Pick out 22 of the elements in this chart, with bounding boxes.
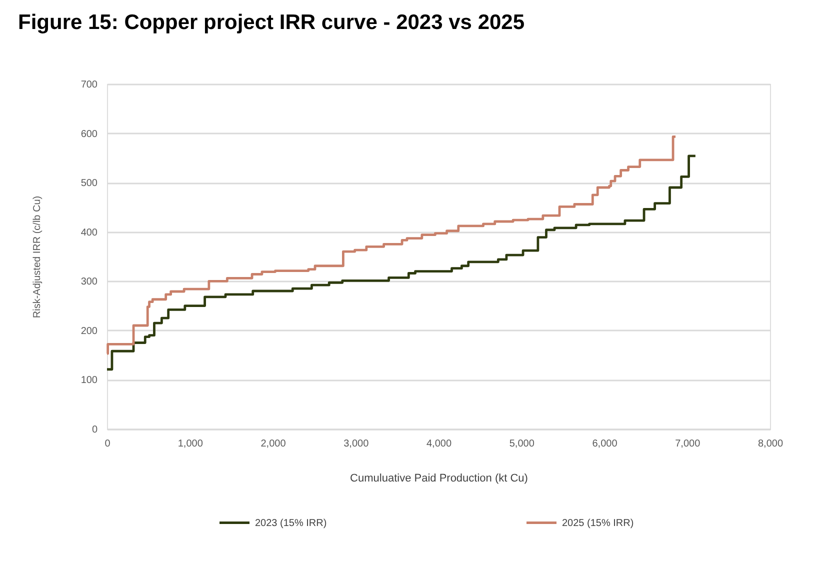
y-tick-label: 200 — [80, 326, 98, 337]
x-tick-label: 3,000 — [344, 438, 370, 450]
y-tick-label: 700 — [80, 80, 98, 90]
x-axis-title: Cumuluative Paid Production (kt Cu) — [350, 472, 528, 484]
x-tick-label: 8,000 — [758, 438, 784, 450]
y-axis-title: Risk-Adjusted IRR (c/lb Cu) — [32, 196, 43, 318]
y-tick-label: 100 — [80, 375, 98, 386]
legend-label: 2023 (15% IRR) — [255, 518, 327, 529]
x-tick-label: 1,000 — [178, 438, 204, 450]
x-tick-label: 6,000 — [592, 438, 618, 450]
x-tick-label: 2,000 — [260, 438, 286, 450]
y-tick-label: 300 — [80, 276, 98, 288]
legend-label: 2025 (15% IRR) — [562, 518, 634, 529]
x-tick-label: 5,000 — [509, 438, 535, 450]
y-tick-label: 500 — [80, 178, 98, 190]
y-tick-label: 400 — [80, 227, 98, 238]
chart-title: Figure 15: Copper project IRR curve - 2023 vs 2025 — [18, 11, 525, 34]
x-tick-label: 4,000 — [426, 438, 452, 450]
x-tick-label: 7,000 — [675, 438, 701, 450]
y-tick-label: 0 — [92, 424, 98, 436]
x-tick-label: 0 — [104, 438, 111, 450]
y-tick-label: 600 — [80, 128, 98, 140]
